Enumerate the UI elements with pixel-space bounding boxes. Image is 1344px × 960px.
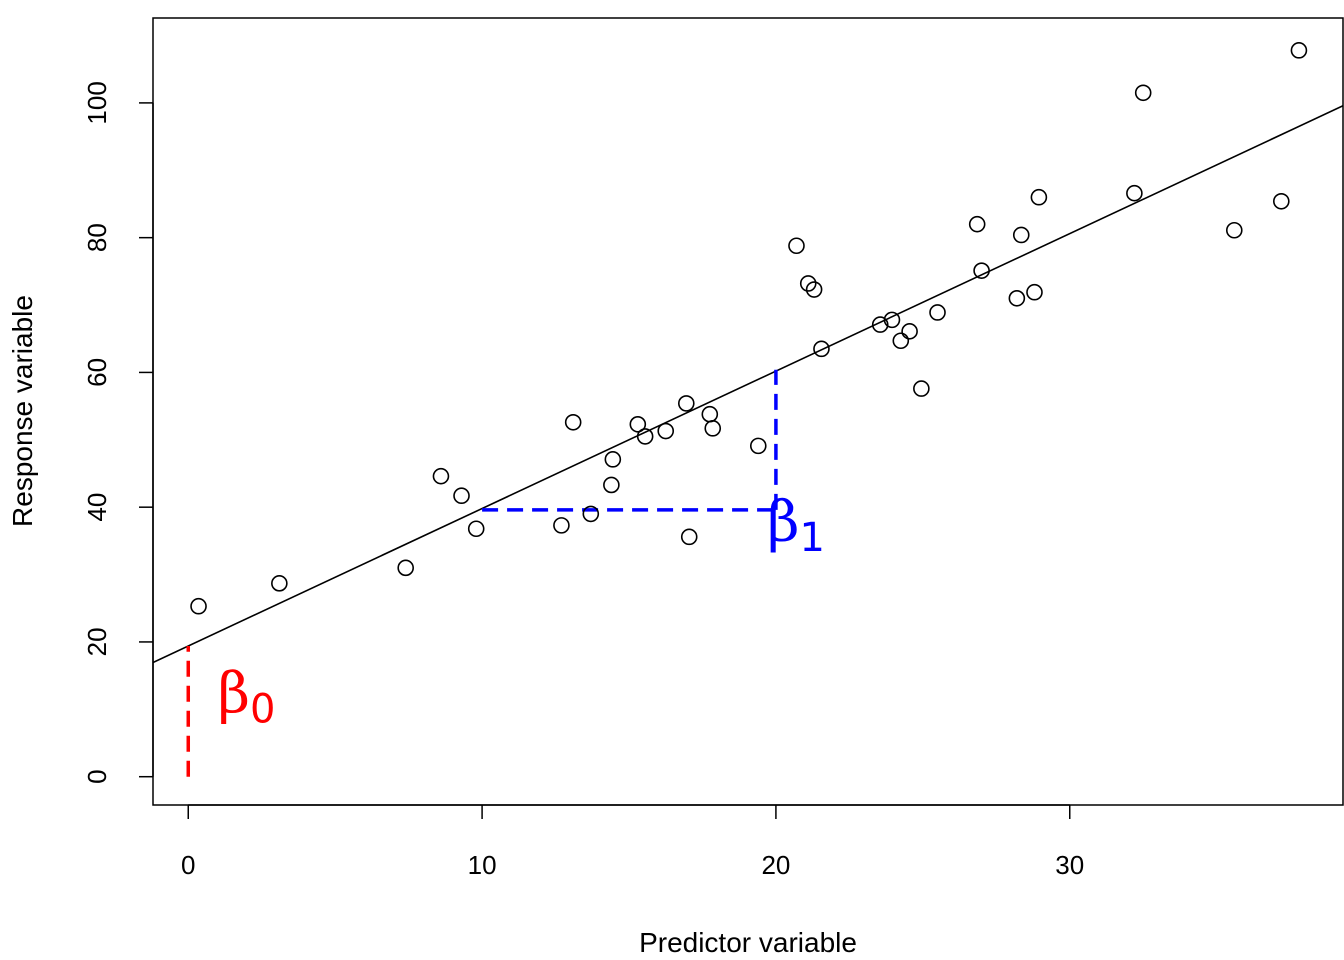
data-point <box>799 275 817 292</box>
data-point <box>397 559 414 577</box>
x-tick-label: 30 <box>1055 850 1084 880</box>
data-point <box>657 422 675 440</box>
data-point <box>883 311 901 329</box>
y-tick-label: 80 <box>82 223 112 252</box>
data-point <box>564 413 582 431</box>
data-point <box>432 467 450 485</box>
beta0-label: β0 <box>218 662 276 733</box>
data-point <box>973 262 990 279</box>
data-point <box>813 340 830 358</box>
data-point <box>701 405 719 423</box>
y-tick-label: 100 <box>82 81 112 124</box>
data-point <box>1290 42 1308 59</box>
x-tick-label: 0 <box>181 850 195 880</box>
data-point <box>968 215 986 233</box>
x-axis: 0 10 20 30 <box>181 804 1084 880</box>
data-point <box>1030 188 1048 206</box>
x-tick-label: 20 <box>761 850 790 880</box>
beta1-symbol: β <box>767 490 799 555</box>
data-point <box>704 420 722 437</box>
data-point <box>929 304 946 321</box>
beta1-subscript: 1 <box>799 515 824 561</box>
data-point <box>271 575 288 592</box>
data-point <box>1272 192 1290 210</box>
data-point <box>1126 184 1143 202</box>
x-tick-label: 10 <box>468 850 497 880</box>
data-point <box>553 517 570 534</box>
data-point <box>901 323 918 340</box>
data-point <box>871 316 889 333</box>
data-point <box>190 597 207 615</box>
y-tick-label: 20 <box>82 627 112 656</box>
plot-frame <box>152 17 1344 806</box>
data-point <box>1134 84 1152 102</box>
data-point <box>636 428 654 445</box>
data-point <box>453 487 470 505</box>
data-point <box>788 237 805 255</box>
data-point <box>603 476 620 494</box>
data-point <box>1225 221 1243 239</box>
plot-area <box>153 42 1343 777</box>
data-point <box>604 451 622 468</box>
data-point <box>913 380 930 397</box>
regression-line <box>153 105 1343 664</box>
data-point <box>805 281 823 298</box>
annotation-lines <box>186 369 778 777</box>
data-point <box>582 505 600 523</box>
y-axis-title: Response variable <box>7 295 38 527</box>
beta1-label: β1 <box>767 490 825 561</box>
data-point <box>680 528 698 546</box>
data-point <box>1012 226 1030 244</box>
data-point <box>1008 290 1026 307</box>
data-point <box>467 520 485 538</box>
beta0-symbol: β <box>218 662 250 727</box>
y-tick-label: 40 <box>82 493 112 522</box>
x-axis-title: Predictor variable <box>639 927 857 958</box>
data-point <box>629 416 647 433</box>
y-axis: 0 20 40 60 80 100 <box>82 81 154 784</box>
data-point <box>749 437 767 455</box>
data-point <box>1026 283 1043 301</box>
data-point <box>892 332 910 350</box>
beta0-subscript: 0 <box>250 687 275 733</box>
data-point <box>677 395 695 412</box>
y-tick-label: 0 <box>82 769 112 783</box>
y-tick-label: 60 <box>82 358 112 387</box>
data-points <box>190 42 1308 615</box>
